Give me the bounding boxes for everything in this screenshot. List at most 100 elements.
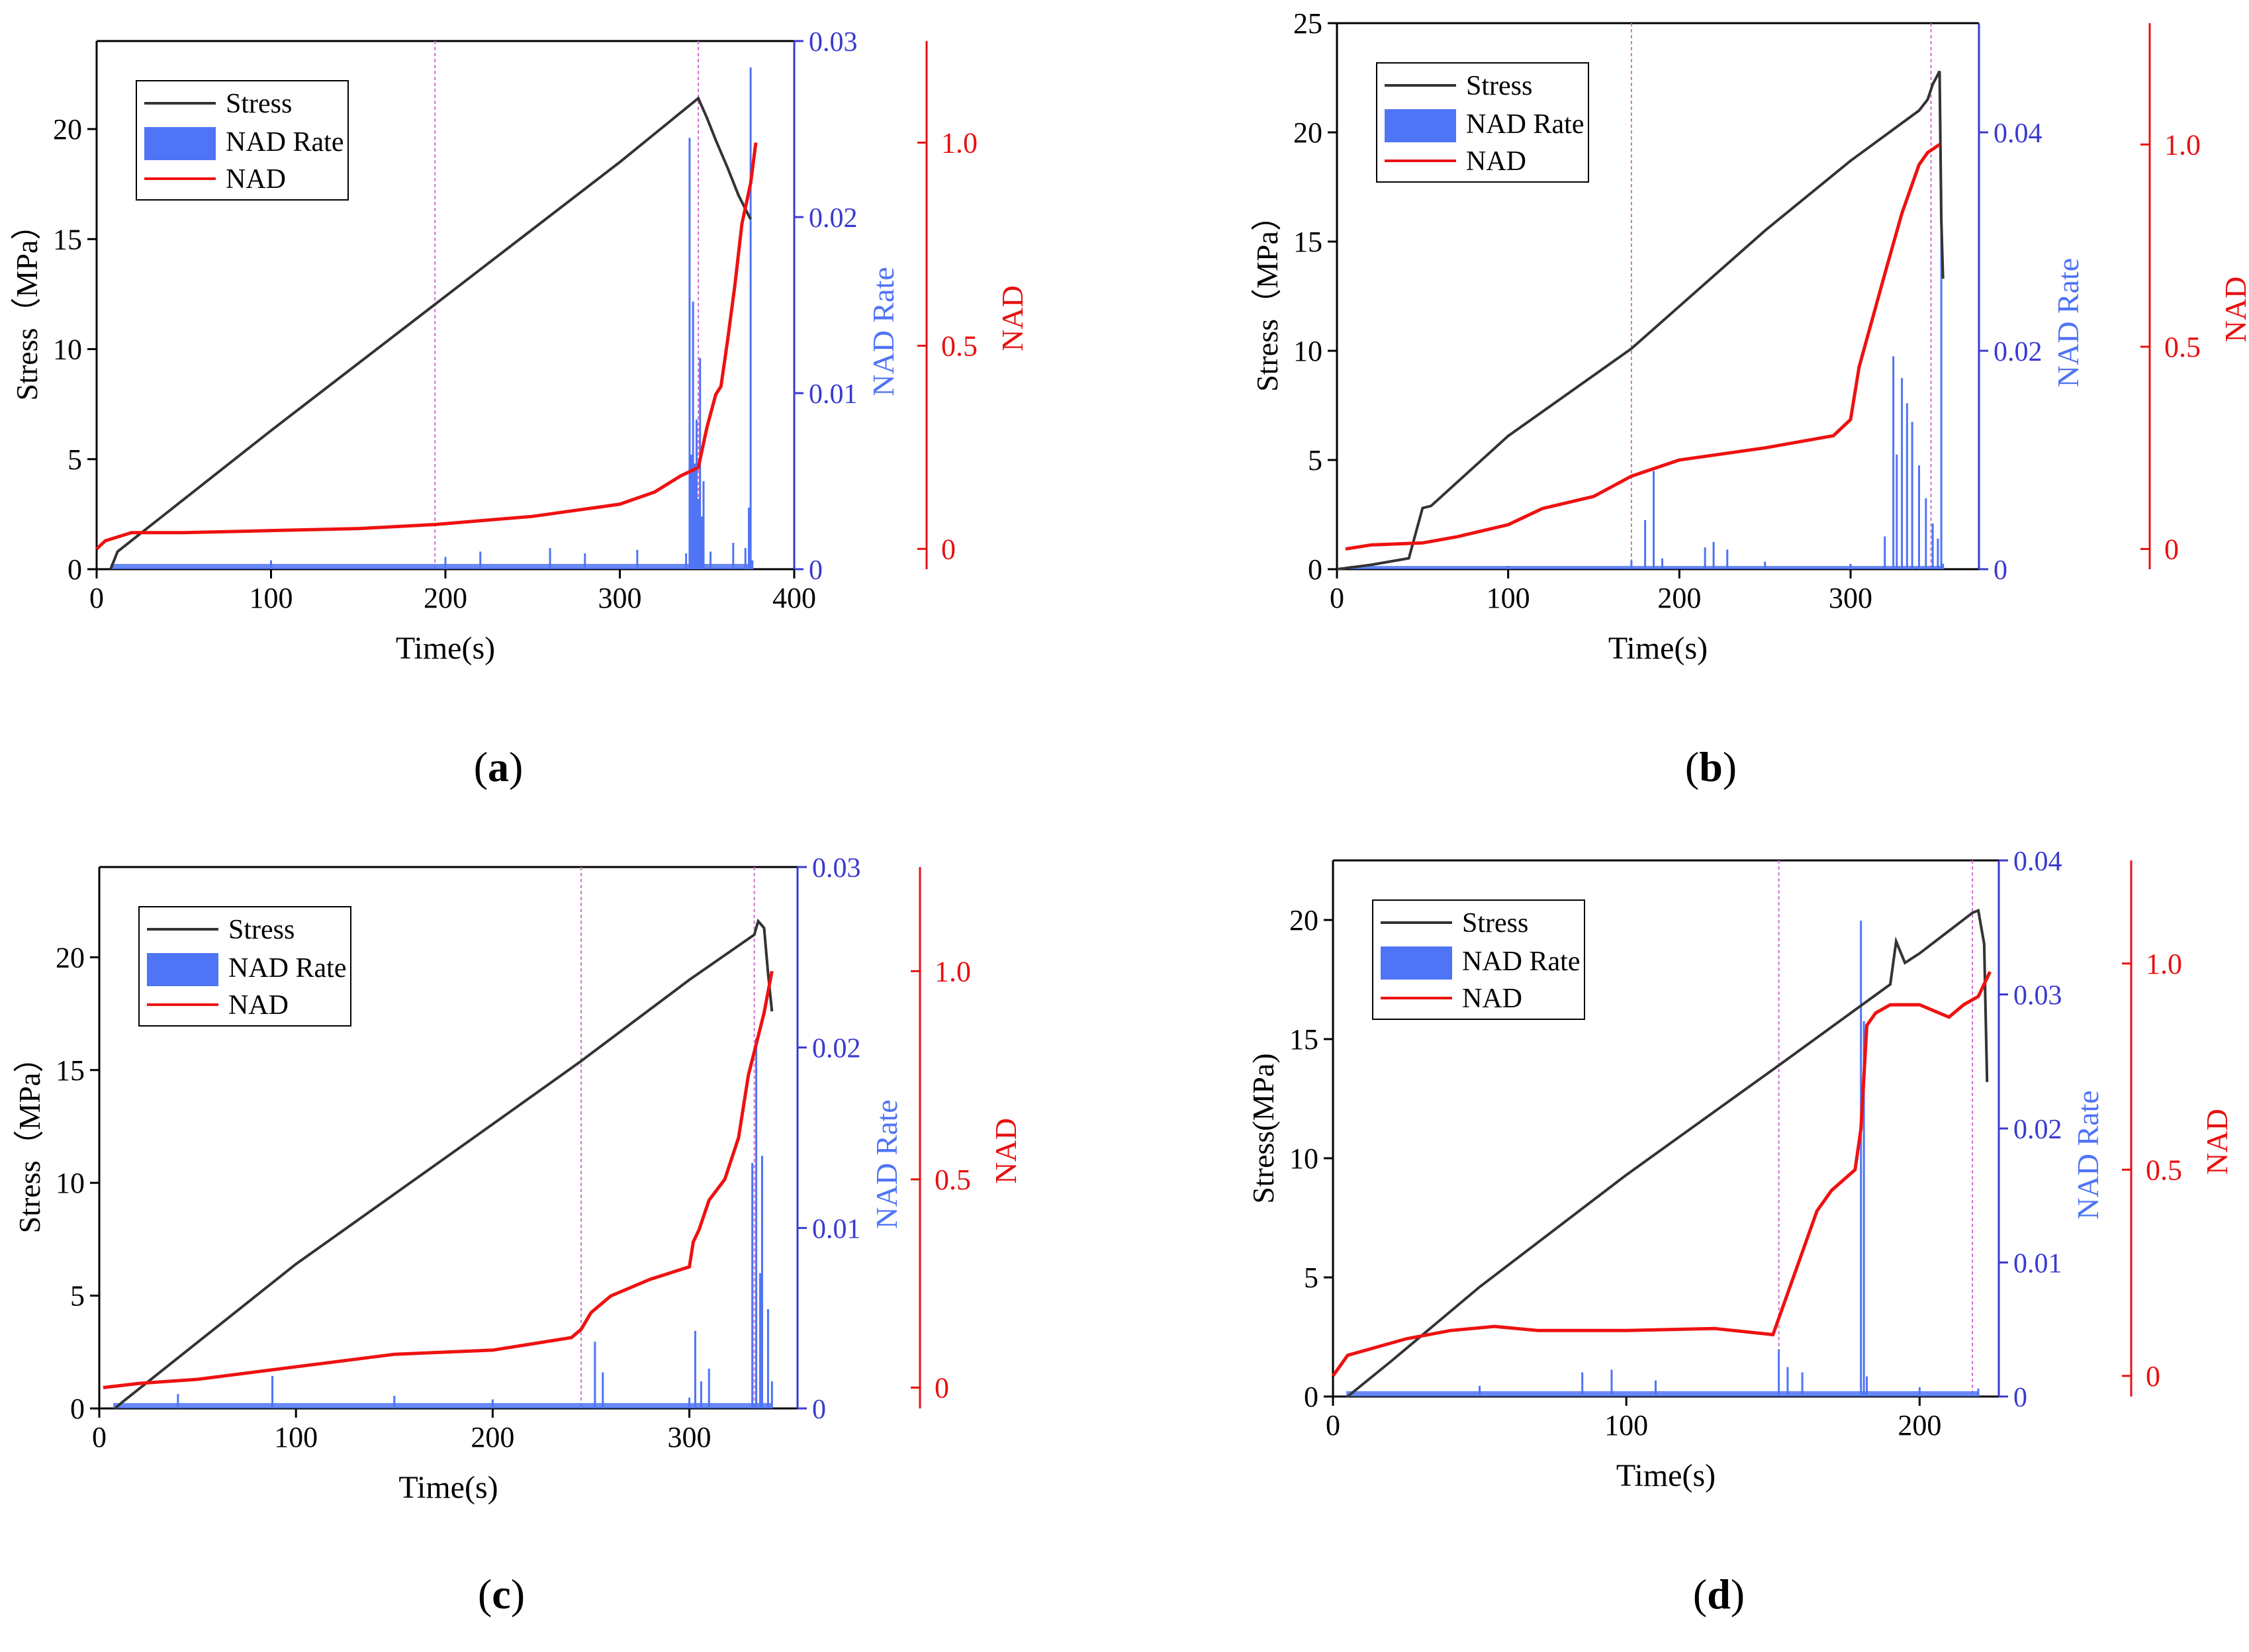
legend: Stress NAD Rate NAD — [136, 80, 349, 201]
panel-b: 0 100 200 300 0 5 10 15 20 25 0 0.02 0.04 0 0.5 1.0 Time… — [1250, 7, 2249, 790]
nad-tick-label: 1.0 — [941, 126, 978, 159]
nad-axis-label: NAD — [2219, 277, 2249, 343]
legend-rate-swatch — [147, 953, 218, 986]
y-tick-label: 0 — [1308, 553, 1322, 586]
panel-label: (c) — [478, 1571, 525, 1618]
nad-line — [103, 970, 774, 1390]
x-tick-label: 300 — [1829, 582, 1872, 614]
nad-tick-label: 0 — [941, 533, 956, 565]
x-tick-label: 200 — [424, 582, 467, 614]
nad-axis-label: NAD — [989, 1118, 1023, 1184]
legend-stress-label: Stress — [1466, 71, 1532, 101]
legend-rate-label: NAD Rate — [226, 127, 344, 158]
nad-axis-label: NAD — [2200, 1109, 2234, 1175]
legend-stress-label: Stress — [226, 89, 292, 119]
y-tick-label: 10 — [1293, 335, 1322, 367]
rate-tick-label: 0.03 — [812, 853, 861, 884]
x-tick-label: 200 — [471, 1421, 514, 1453]
y-axis-label: Stress(MPa) — [1246, 1053, 1280, 1203]
panel-d: 0 100 2000510152000.010.020.030.0400.51.0T… — [1246, 847, 2234, 1618]
nad-tick-label: 0.5 — [2146, 1154, 2182, 1186]
rate-tick-label: 0.04 — [2013, 847, 2062, 877]
nad-tick-label: 0.5 — [935, 1164, 971, 1196]
rate-axis-label: NAD Rate — [866, 267, 900, 396]
panel-label: (b) — [1685, 743, 1737, 790]
nad-tick-label: 0.5 — [941, 330, 978, 362]
rate-axis-label: NAD Rate — [2071, 1090, 2105, 1219]
nad-tick-label: 1.0 — [2164, 128, 2201, 161]
rate-tick-label: 0.04 — [1994, 118, 2042, 149]
x-tick-label: 0 — [1326, 1409, 1340, 1442]
nad-rate-baseline-band — [1350, 566, 1943, 569]
legend: Stress NAD Rate NAD — [1376, 62, 1589, 183]
legend: Stress NAD Rate NAD — [138, 906, 351, 1027]
x-tick-label: 100 — [1487, 582, 1530, 614]
x-tick-label: 200 — [1657, 582, 1701, 614]
nad-line — [1345, 143, 1941, 551]
rate-tick-label: 0.03 — [2013, 981, 2062, 1011]
y-tick-label: 0 — [70, 1393, 85, 1425]
rate-tick-label: 0 — [809, 555, 823, 586]
nad-rate-baseline-band — [111, 564, 753, 569]
rate-tick-label: 0.01 — [809, 379, 858, 410]
x-tick-label: 200 — [1898, 1409, 1941, 1442]
panel-label: (d) — [1693, 1571, 1745, 1618]
x-tick-label: 0 — [1330, 582, 1344, 614]
panel-label: (a) — [474, 743, 524, 790]
legend-rate-label: NAD Rate — [228, 953, 346, 984]
y-tick-label: 25 — [1293, 7, 1322, 40]
legend-nad-label: NAD — [1462, 984, 1522, 1014]
nad-line — [1331, 971, 1992, 1377]
rate-tick-label: 0.02 — [809, 203, 858, 234]
x-tick-label: 100 — [250, 582, 293, 614]
y-tick-label: 10 — [53, 334, 82, 366]
legend-rate-swatch — [1385, 109, 1456, 142]
nad-tick-label: 1.0 — [935, 955, 971, 987]
stress-line — [109, 96, 752, 570]
y-tick-label: 15 — [1293, 226, 1322, 258]
legend-stress-label: Stress — [1462, 908, 1528, 939]
y-tick-label: 20 — [53, 113, 82, 146]
x-axis-label: Time(s) — [1616, 1458, 1716, 1493]
y-tick-label: 5 — [1308, 444, 1322, 477]
legend-rate-swatch — [1381, 946, 1452, 980]
x-tick-label: 300 — [668, 1421, 711, 1453]
nad-tick-label: 0 — [935, 1372, 949, 1404]
y-tick-label: 20 — [56, 941, 85, 974]
y-tick-label: 0 — [68, 553, 82, 586]
nad-axis-label: NAD — [995, 285, 1029, 351]
y-tick-label: 10 — [1289, 1142, 1318, 1175]
y-axis-label: Stress（MPa） — [1250, 201, 1284, 392]
y-axis-label: Stress（MPa） — [13, 1042, 46, 1234]
x-tick-label: 0 — [92, 1421, 107, 1453]
x-tick-label: 400 — [772, 582, 816, 614]
y-tick-label: 5 — [1304, 1262, 1318, 1294]
x-tick-label: 100 — [274, 1421, 318, 1453]
stress-line — [1336, 70, 1945, 571]
y-tick-label: 20 — [1289, 904, 1318, 937]
x-axis-label: Time(s) — [396, 631, 495, 666]
legend-stress-label: Stress — [228, 915, 295, 945]
nad-rate-baseline-band — [113, 1402, 772, 1408]
x-tick-label: 300 — [598, 582, 642, 614]
nad-tick-label: 0.5 — [2164, 331, 2201, 363]
legend-rate-label: NAD Rate — [1462, 946, 1580, 977]
y-tick-label: 0 — [1304, 1381, 1318, 1413]
rate-tick-label: 0.02 — [1994, 337, 2042, 367]
y-tick-label: 15 — [53, 223, 82, 255]
rate-tick-label: 0.01 — [812, 1214, 861, 1244]
stress-line — [114, 918, 774, 1410]
legend: Stress NAD Rate NAD — [1372, 899, 1585, 1020]
legend-nad-label: NAD — [1466, 146, 1526, 177]
rate-tick-label: 0.02 — [812, 1034, 861, 1064]
nad-rate-baseline-band — [1346, 1391, 1978, 1397]
rate-axis-label: NAD Rate — [870, 1099, 903, 1228]
x-axis-label: Time(s) — [398, 1470, 498, 1505]
rate-tick-label: 0.03 — [809, 27, 858, 58]
nad-tick-label: 0 — [2164, 533, 2179, 565]
rate-axis-label: NAD Rate — [2051, 258, 2085, 387]
nad-tick-label: 0 — [2146, 1360, 2160, 1393]
rate-tick-label: 0.02 — [2013, 1115, 2062, 1145]
legend-nad-label: NAD — [228, 990, 289, 1021]
rate-tick-label: 0 — [2013, 1383, 2027, 1413]
